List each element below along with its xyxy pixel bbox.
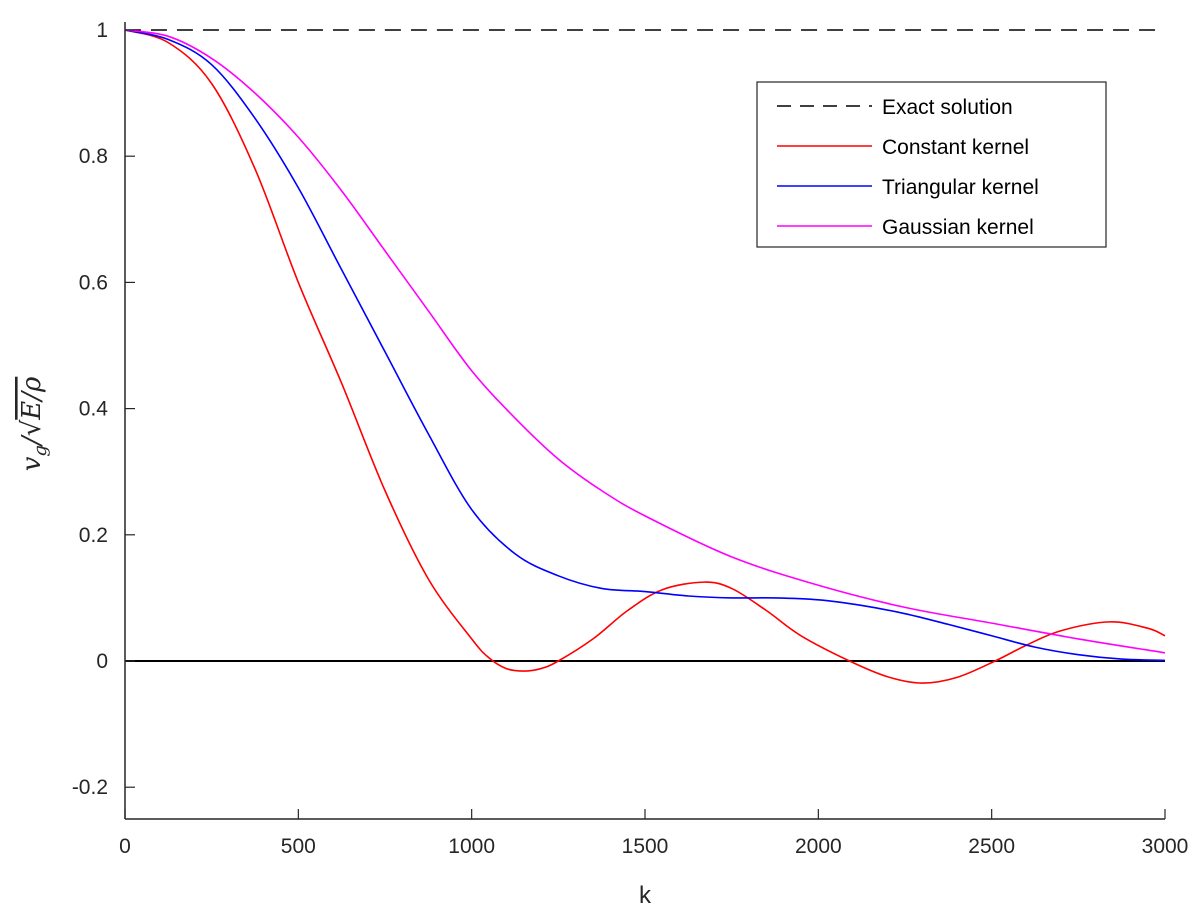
y-tick-label: 1	[96, 19, 108, 42]
y-label-root: √	[17, 419, 47, 436]
x-tick-label: 1000	[448, 835, 495, 858]
x-tick-label: 500	[281, 835, 316, 858]
x-axis-label: k	[639, 882, 652, 909]
x-tick-label: 3000	[1142, 835, 1189, 858]
x-tick-label: 1500	[622, 835, 669, 858]
x-tick-label: 2500	[968, 835, 1015, 858]
y-tick-label: 0	[96, 650, 108, 673]
y-tick-label: 0.6	[79, 271, 108, 294]
y-label-sub: g	[30, 445, 51, 457]
y-tick-label: 0.2	[79, 524, 108, 547]
legend-label: Constant kernel	[882, 136, 1029, 159]
series-layer	[124, 29, 1166, 684]
y-tick-label: 0.8	[79, 145, 108, 168]
svg-text:vg/√E/ρ: vg/√E/ρ	[17, 376, 51, 471]
x-ticks: 0 500 1000 1500 2000 2500 3000	[119, 809, 1188, 858]
series-line-constant-kernel	[124, 29, 1166, 684]
y-label-sep: /	[17, 434, 47, 448]
legend: Exact solution Constant kernel Triangular …	[756, 81, 1107, 248]
y-label-base: v	[17, 456, 47, 471]
y-ticks: -0.2 0 0.2 0.4 0.6 0.8 1	[72, 19, 135, 799]
legend-box	[756, 81, 1107, 248]
legend-label: Exact solution	[882, 96, 1013, 119]
legend-label: Triangular kernel	[882, 176, 1039, 199]
series-line-triangular-kernel	[124, 29, 1166, 662]
y-axis-label: vg/√E/ρ	[17, 376, 51, 471]
y-label-radicand: E/ρ	[17, 376, 47, 421]
y-tick-label: 0.4	[79, 398, 109, 421]
legend-label: Gaussian kernel	[882, 216, 1034, 239]
series-line-gaussian-kernel	[124, 29, 1166, 654]
x-tick-label: 2000	[795, 835, 842, 858]
x-tick-label: 0	[119, 835, 131, 858]
y-tick-label: -0.2	[72, 776, 108, 799]
